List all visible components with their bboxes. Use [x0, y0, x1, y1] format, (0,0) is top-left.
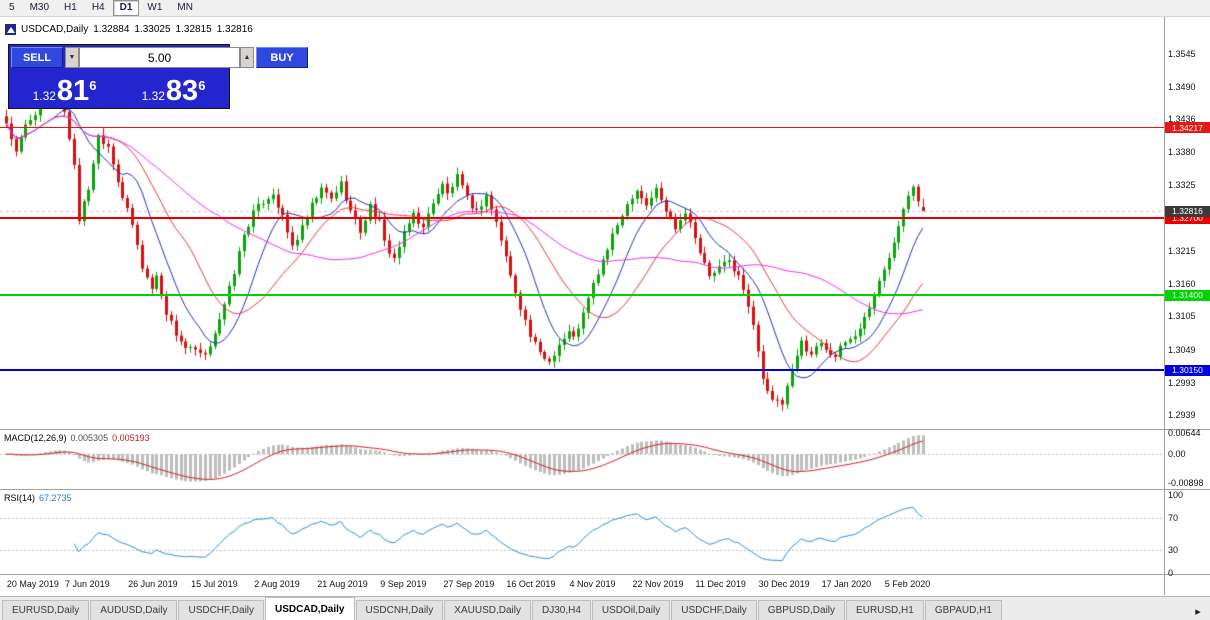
chart-tab-eurusd-h1[interactable]: EURUSD,H1	[846, 600, 924, 620]
volume-increase-button[interactable]: ▲	[240, 47, 254, 68]
price-line-1-34217[interactable]	[0, 127, 1164, 128]
bid-price-point: 6	[89, 78, 97, 93]
tab-scroll-right-button[interactable]: ▸	[1195, 605, 1201, 618]
price-line-1-32700[interactable]	[0, 217, 1164, 219]
chart-tab-usdcnh-daily[interactable]: USDCNH,Daily	[355, 600, 444, 620]
volume-input[interactable]	[79, 47, 240, 68]
ask-price-point: 6	[198, 78, 206, 93]
buy-button[interactable]: BUY	[256, 47, 308, 68]
chart-tab-gbpusd-daily[interactable]: GBPUSD,Daily	[757, 600, 846, 620]
price-line-1-30150[interactable]	[0, 369, 1164, 371]
chart-tab-audusd-daily[interactable]: AUDUSD,Daily	[90, 600, 178, 620]
sell-button[interactable]: SELL	[11, 47, 63, 68]
ask-price-pips: 83	[165, 75, 199, 107]
price-line-1-31400[interactable]	[0, 294, 1164, 296]
timeframe-button-5[interactable]: 5	[9, 2, 15, 13]
chart-tab-bar: EURUSD,Daily AUDUSD,Daily USDCHF,Daily USDC…	[0, 596, 1210, 620]
volume-control: ▼ ▲	[65, 47, 254, 68]
volume-decrease-button[interactable]: ▼	[65, 47, 79, 68]
timeframe-button-h1[interactable]: H1	[64, 2, 77, 13]
chart-tab-dj30-h4[interactable]: DJ30,H4	[531, 600, 591, 620]
price-chart-canvas[interactable]	[0, 17, 1210, 596]
chart-tab-xauusd-daily[interactable]: XAUUSD,Daily	[444, 600, 531, 620]
bid-price-prefix: 1.32	[32, 89, 56, 103]
chart-area: USDCAD,Daily 1.32884 1.33025 1.32815 1.3…	[0, 17, 1210, 596]
chart-tab-gbpaud-h1[interactable]: GBPAUD,H1	[924, 600, 1002, 620]
timeframe-button-mn[interactable]: MN	[177, 2, 193, 13]
chart-tab-usdchf-daily[interactable]: USDCHF,Daily	[671, 600, 757, 620]
ask-price-display[interactable]: 1.32 83 6	[120, 70, 227, 106]
timeframe-button-d1[interactable]: D1	[112, 0, 140, 16]
chart-tab-eurusd-daily[interactable]: EURUSD,Daily	[2, 600, 90, 620]
timeframe-button-w1[interactable]: W1	[147, 2, 163, 13]
chart-tab-usdchf-daily[interactable]: USDCHF,Daily	[178, 600, 265, 620]
timeframe-button-h4[interactable]: H4	[91, 2, 105, 13]
timeframe-toolbar: 5 M30 H1 H4 D1 W1 MN	[0, 0, 1210, 17]
chart-tab-usdcad-daily[interactable]: USDCAD,Daily	[265, 597, 355, 620]
bid-price-display[interactable]: 1.32 81 6	[11, 70, 118, 106]
chart-tab-usdoil-daily[interactable]: USDOil,Daily	[591, 600, 671, 620]
timeframe-button-m30[interactable]: M30	[29, 2, 50, 13]
ask-price-prefix: 1.32	[141, 89, 165, 103]
bid-price-pips: 81	[56, 75, 90, 107]
